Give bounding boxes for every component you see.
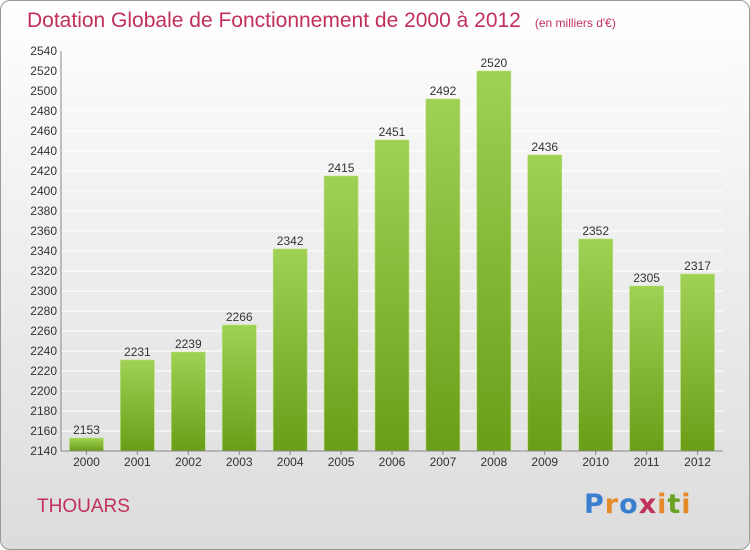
x-tick-label: 2012 <box>684 455 711 469</box>
value-label: 2352 <box>582 224 609 238</box>
y-tick-label: 2180 <box>30 404 57 418</box>
bar-2012 <box>680 273 715 452</box>
bar-2010 <box>578 238 613 452</box>
proxiti-logo[interactable]: Proxiti <box>584 489 692 520</box>
x-tick-label: 2008 <box>480 455 507 469</box>
x-tick-label: 2006 <box>379 455 406 469</box>
y-tick-label: 2380 <box>30 204 57 218</box>
y-tick-label: 2140 <box>30 444 57 458</box>
logo-letter: t <box>667 489 682 520</box>
y-tick-label: 2320 <box>30 264 57 278</box>
bar-2000 <box>69 437 104 452</box>
bar-2001 <box>120 359 155 452</box>
x-tick-label: 2010 <box>582 455 609 469</box>
x-tick-label: 2002 <box>175 455 202 469</box>
x-tick-label: 2011 <box>634 455 660 469</box>
logo-letter: x <box>638 489 658 520</box>
bar-2008 <box>476 70 512 452</box>
y-tick-label: 2240 <box>30 344 57 358</box>
bar-2005 <box>323 175 359 452</box>
bar-2006 <box>374 139 410 452</box>
value-label: 2342 <box>277 234 304 248</box>
x-tick-label: 2009 <box>531 455 558 469</box>
y-tick-label: 2200 <box>30 384 57 398</box>
value-label: 2317 <box>684 259 711 273</box>
y-tick-label: 2500 <box>30 84 57 98</box>
value-label: 2305 <box>633 271 660 285</box>
x-tick-label: 2001 <box>124 455 151 469</box>
y-tick-label: 2480 <box>30 104 57 118</box>
y-tick-label: 2540 <box>30 44 57 58</box>
value-label: 2451 <box>379 125 406 139</box>
x-tick-label: 2005 <box>328 455 355 469</box>
value-label: 2266 <box>226 310 253 324</box>
bar-2004 <box>272 248 308 452</box>
x-tick-label: 2000 <box>73 455 100 469</box>
title-unit: (en milliers d'€) <box>534 16 616 30</box>
chart-title: Dotation Globale de Fonctionnement de 20… <box>27 9 616 33</box>
y-tick-label: 2220 <box>30 364 57 378</box>
bar-2007 <box>425 98 461 452</box>
y-tick-label: 2340 <box>30 244 57 258</box>
value-label: 2436 <box>531 140 558 154</box>
bar-2009 <box>527 154 563 452</box>
y-tick-label: 2360 <box>30 224 57 238</box>
bar-2002 <box>171 351 206 452</box>
value-label: 2239 <box>175 337 202 351</box>
logo-letter: P <box>584 489 605 520</box>
value-label: 2153 <box>73 423 100 437</box>
y-tick-label: 2400 <box>30 184 57 198</box>
x-tick-label: 2004 <box>277 455 304 469</box>
bar-2003 <box>221 324 257 452</box>
y-tick-label: 2460 <box>30 124 57 138</box>
y-tick-label: 2420 <box>30 164 57 178</box>
bar-2011 <box>629 285 664 452</box>
x-tick-label: 2007 <box>430 455 457 469</box>
x-tick-label: 2003 <box>226 455 253 469</box>
y-tick-label: 2440 <box>30 144 57 158</box>
y-tick-label: 2520 <box>30 64 57 78</box>
title-text: Dotation Globale de Fonctionnement de 20… <box>27 9 521 32</box>
logo-letter: o <box>619 489 639 520</box>
y-tick-label: 2300 <box>30 284 57 298</box>
commune-name: THOUARS <box>37 496 130 517</box>
value-label: 2520 <box>480 56 507 70</box>
y-tick-label: 2160 <box>30 424 57 438</box>
y-tick-label: 2260 <box>30 324 57 338</box>
logo-letter: i <box>657 489 668 520</box>
logo-letter: i <box>681 489 692 520</box>
y-tick-label: 2280 <box>30 304 57 318</box>
value-label: 2492 <box>430 84 457 98</box>
value-label: 2415 <box>328 161 355 175</box>
logo-letter: r <box>604 489 620 520</box>
value-label: 2231 <box>124 345 151 359</box>
